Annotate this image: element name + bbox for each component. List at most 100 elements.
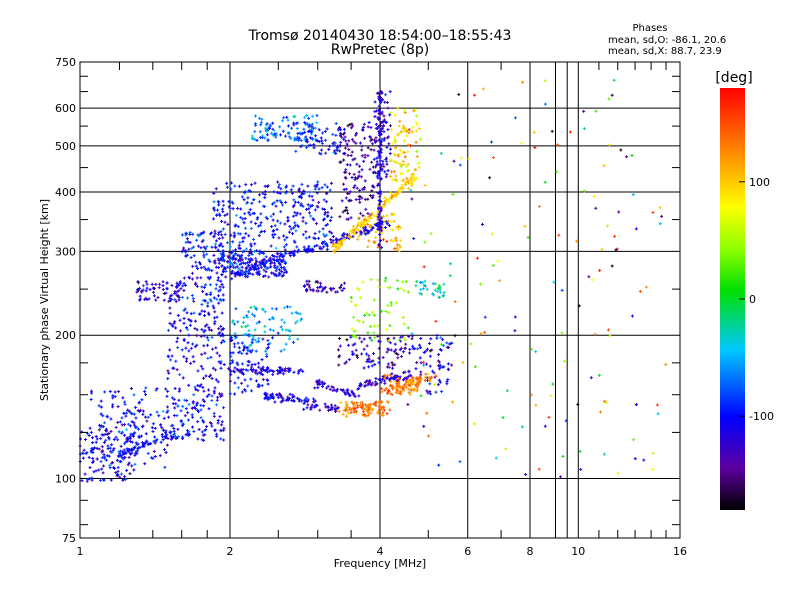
data-point [178,373,182,377]
data-point [110,443,114,447]
data-point [202,404,206,408]
data-point [126,463,130,467]
data-point [187,349,191,353]
data-point [247,270,251,274]
data-point [213,386,217,390]
data-point [111,394,115,398]
data-point [115,458,119,462]
data-point [108,463,112,467]
data-point [200,328,204,332]
data-point [201,398,205,402]
data-point [220,420,224,424]
data-point [121,450,125,454]
data-point [178,318,182,322]
data-point [275,255,279,259]
data-point [90,478,94,482]
data-point [234,258,238,262]
data-point [117,430,121,434]
data-point [187,402,191,406]
data-point [196,369,200,373]
data-point [146,415,150,419]
data-point [198,384,202,388]
data-point [215,432,219,436]
data-point [199,276,203,280]
data-point [129,411,133,415]
data-point [220,282,224,286]
data-point [192,393,196,397]
data-point [145,419,149,423]
data-point [106,447,110,451]
chart-subtitle: RwPretec (8p) [331,42,429,58]
data-point [219,288,223,292]
data-point [97,447,101,451]
data-point [233,266,237,270]
data-point [198,262,202,266]
data-point [185,237,189,241]
data-point [170,323,174,327]
data-point [250,263,254,267]
data-point [196,408,200,412]
data-point [167,299,171,303]
data-point [271,271,275,275]
data-point [192,311,196,315]
data-point [194,264,198,268]
data-point [186,296,190,300]
data-point [221,255,225,259]
data-point [130,440,134,444]
data-point [179,409,183,413]
data-point [154,388,158,392]
data-point [193,385,197,389]
data-point [162,448,166,452]
data-point [138,294,142,298]
data-point [125,428,129,432]
data-point [119,472,123,476]
data-point [121,396,125,400]
data-point [212,411,216,415]
data-point [158,454,162,458]
data-point [202,334,206,338]
data-point [197,234,201,238]
data-point [283,267,287,271]
data-point [95,457,99,461]
data-point [144,393,148,397]
data-point [154,282,158,286]
data-point [204,283,208,287]
data-point [189,312,193,316]
data-point [181,404,185,408]
data-point [99,436,103,440]
data-point [89,389,93,393]
data-point [111,448,115,452]
phases-heading: Phases [632,23,667,34]
data-point [191,342,195,346]
data-point [206,338,210,342]
data-point [198,312,202,316]
data-point [218,354,222,358]
data-point [172,414,176,418]
data-point [220,394,224,398]
data-point [114,425,118,429]
data-point [219,242,223,246]
data-point [220,311,224,315]
data-point [220,423,224,427]
data-point [102,478,106,482]
data-point [201,419,205,423]
data-point [176,427,180,431]
data-point [124,414,128,418]
data-point [219,437,223,441]
data-point [220,328,224,332]
data-point [182,246,186,250]
x-tick-label: 1 [77,545,84,558]
data-point [272,254,276,258]
data-point [210,394,214,398]
data-point [202,330,206,334]
x-tick-label: 10 [571,545,585,558]
data-point [215,403,219,407]
data-point [234,251,238,255]
y-tick-label: 300 [55,245,76,258]
data-point [190,277,194,281]
data-point [144,432,148,436]
data-point [179,287,183,291]
data-point [221,293,225,297]
data-point [216,421,220,425]
data-point [217,258,221,262]
